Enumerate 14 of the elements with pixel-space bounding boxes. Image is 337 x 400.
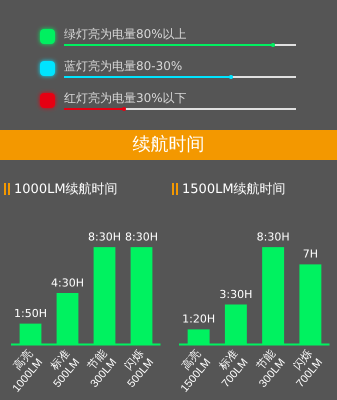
data-label: 8:30H (125, 230, 158, 244)
text: 红灯亮为电量30%以下 (64, 90, 187, 107)
data-label: 4:30H (51, 276, 84, 290)
text: 续航时间 (0, 130, 337, 160)
chart-title: 1500LM续航时间 (182, 181, 286, 198)
data-label: 1:50H (14, 306, 47, 320)
data-label: 7H (302, 248, 318, 261)
text: 绿灯亮为电量80%以上 (64, 26, 187, 43)
text: 蓝灯亮为电量80-30% (64, 58, 182, 75)
data-label: 1:20H (182, 312, 216, 326)
data-label: 8:30H (256, 230, 290, 244)
data-label: 3:30H (219, 288, 252, 301)
data-label: 8:30H (88, 230, 121, 244)
chart-title: 1000LM续航时间 (14, 181, 118, 198)
